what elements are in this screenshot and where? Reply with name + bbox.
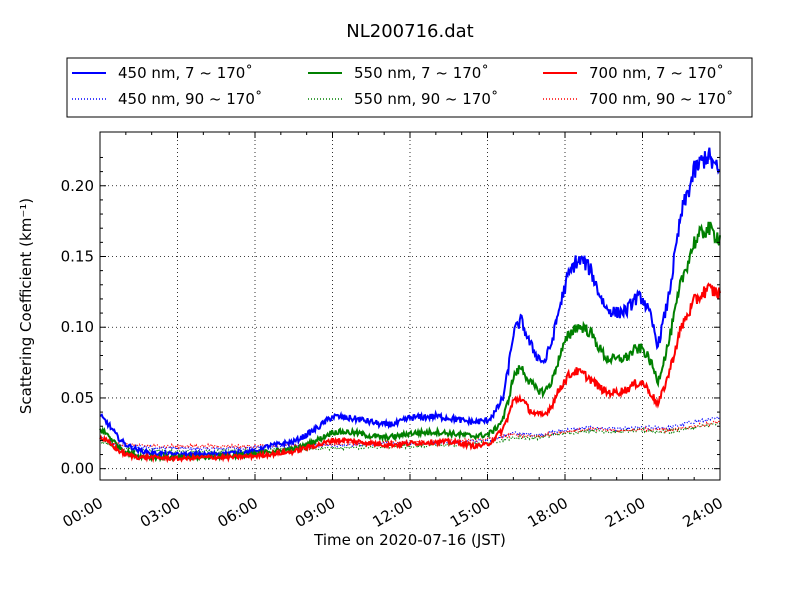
y-tick-label: 0.05 (61, 389, 94, 407)
x-tick-label: 21:00 (602, 494, 648, 531)
grid (100, 132, 720, 480)
y-tick-labels: 0.00 0.05 0.10 0.15 0.20 (61, 177, 94, 478)
x-tick-label: 18:00 (525, 494, 571, 531)
chart-title: NL200716.dat (346, 21, 473, 42)
series-line (99, 147, 721, 460)
x-tick-label: 06:00 (215, 494, 261, 531)
legend-label: 450 nm, 7 ~ 170˚ (118, 64, 253, 82)
series-line (99, 419, 721, 450)
y-tick-label: 0.10 (61, 318, 94, 336)
legend-label: 550 nm, 7 ~ 170˚ (354, 64, 489, 82)
y-tick-label: 0.00 (61, 460, 94, 478)
series-line (99, 282, 721, 464)
plot-lines (99, 147, 721, 464)
x-tick-labels: 00:00 03:00 06:00 09:00 12:00 15:00 18:00 21:00… (60, 494, 726, 531)
legend-box (66, 57, 753, 118)
legend-label: 700 nm, 90 ~ 170˚ (589, 90, 733, 108)
y-axis-label: Scattering Coefficient (km⁻¹) (17, 198, 35, 414)
legend-label: 450 nm, 90 ~ 170˚ (118, 90, 262, 108)
series-line (99, 415, 721, 452)
x-axis-label: Time on 2020-07-16 (JST) (313, 531, 506, 549)
x-tick-label: 15:00 (447, 494, 493, 531)
y-tick-label: 0.15 (61, 247, 94, 265)
x-tick-label: 00:00 (60, 494, 106, 531)
legend-label: 550 nm, 90 ~ 170˚ (354, 90, 498, 108)
x-tick-label: 03:00 (137, 494, 183, 531)
x-tick-label: 09:00 (292, 494, 338, 531)
x-tick-label: 24:00 (680, 494, 726, 531)
legend: 450 nm, 7 ~ 170˚ 450 nm, 90 ~ 170˚ 550 nm,… (66, 57, 753, 118)
y-tick-label: 0.20 (61, 177, 94, 195)
ticks (99, 132, 721, 480)
x-tick-label: 12:00 (370, 494, 416, 531)
legend-label: 700 nm, 7 ~ 170˚ (589, 64, 724, 82)
